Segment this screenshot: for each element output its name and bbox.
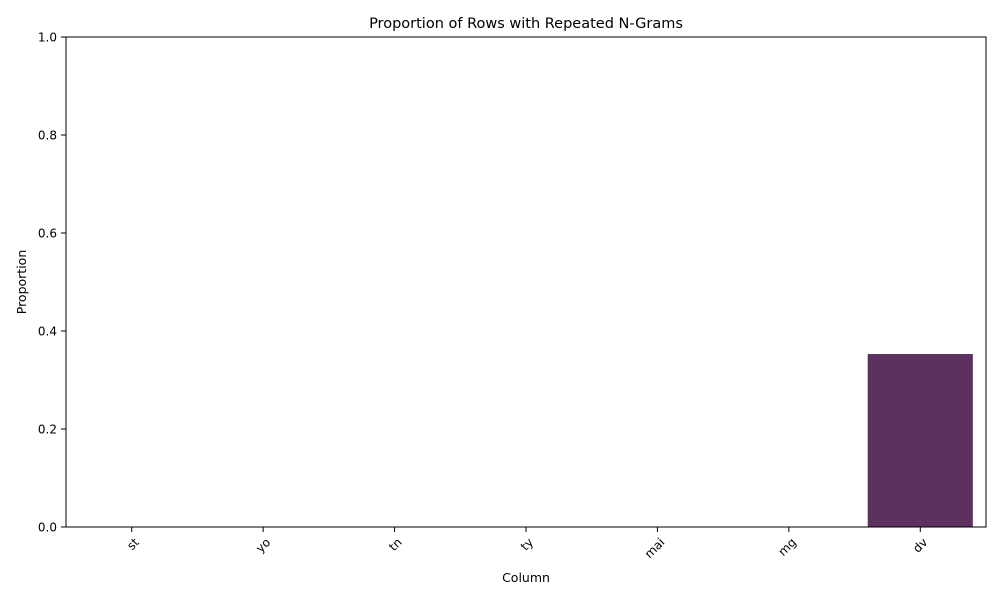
y-tick-label: 0.6 [38, 227, 57, 241]
y-axis-ticks: 0.0 0.2 0.4 0.6 0.8 1.0 [38, 31, 66, 535]
x-tick-label: yo [253, 535, 273, 555]
y-tick-label: 1.0 [38, 31, 57, 45]
chart-title: Proportion of Rows with Repeated N-Grams [369, 16, 683, 32]
y-tick-label: 0.8 [38, 129, 57, 143]
y-tick-label: 0.0 [38, 521, 57, 535]
bar-dv [867, 354, 973, 527]
x-tick-label: tn [386, 535, 405, 554]
plot-frame [65, 36, 987, 528]
y-axis-label: Proportion [14, 250, 29, 315]
x-tick-label: ty [518, 535, 536, 553]
y-tick-label: 0.2 [38, 423, 57, 437]
x-axis-label: Column [502, 570, 550, 585]
x-tick-label: mai [642, 535, 668, 561]
x-tick-label: dv [910, 535, 930, 555]
x-axis-ticks: st yo tn ty mai mg dv [124, 527, 930, 561]
y-tick-label: 0.4 [38, 325, 57, 339]
bars [867, 354, 973, 527]
x-tick-label: st [124, 535, 142, 553]
x-tick-label: mg [775, 535, 799, 559]
